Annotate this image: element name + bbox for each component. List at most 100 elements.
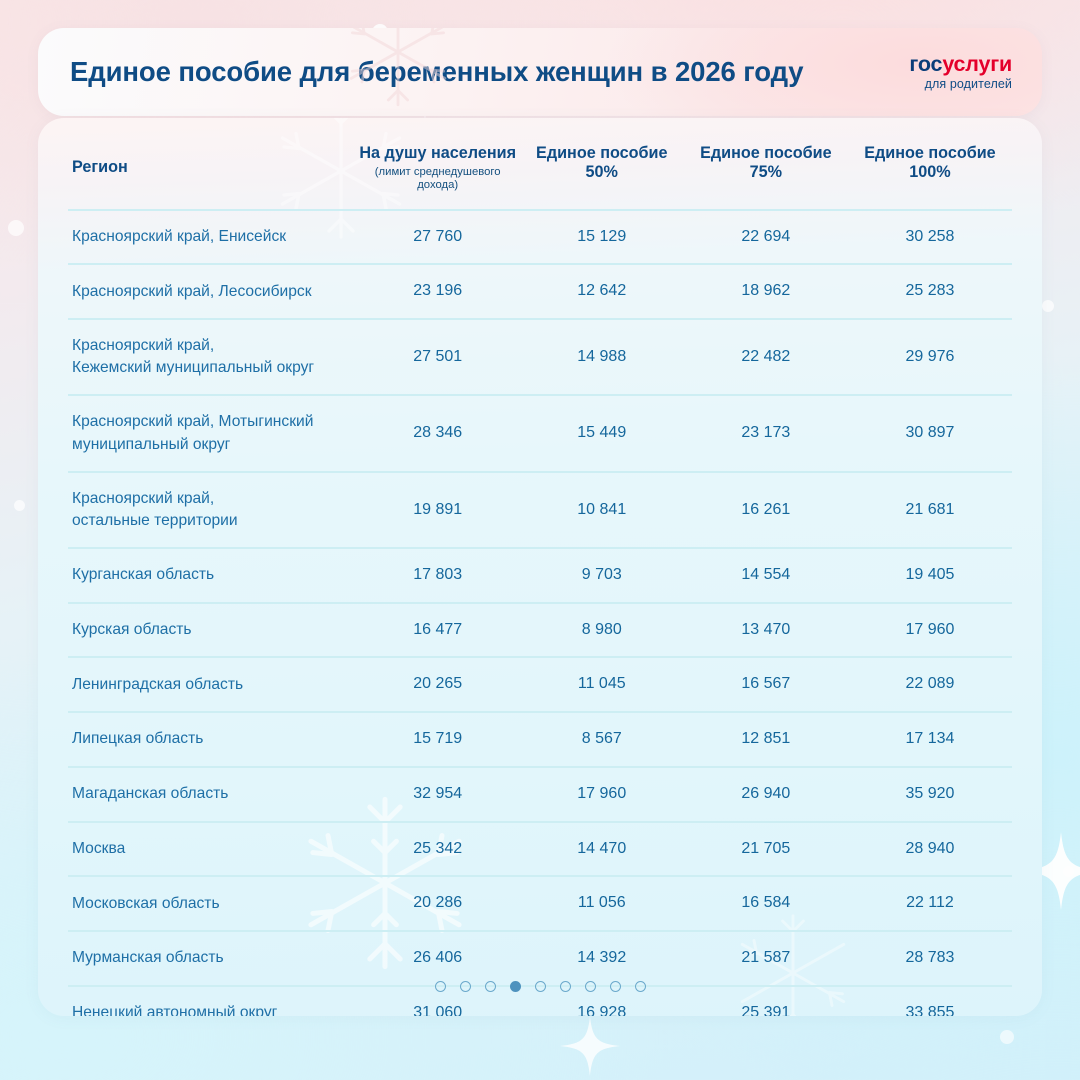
column-header-benefit-50-label: Единое пособие bbox=[536, 144, 668, 162]
cell-region: Москва bbox=[68, 820, 356, 877]
cell-income: 17 803 bbox=[355, 547, 520, 603]
table-row: Красноярский край, Лесосибирск 23 196 12 6… bbox=[68, 263, 1012, 320]
column-header-income: На душу населения (лимит среднедушевого … bbox=[356, 118, 520, 210]
cell-benefit-50: 12 642 bbox=[519, 263, 684, 320]
cell-benefit-100: 22 112 bbox=[847, 875, 1012, 932]
column-header-benefit-100: Единое пособие 100% bbox=[848, 118, 1012, 210]
cell-benefit-100: 28 783 bbox=[847, 930, 1012, 986]
cell-benefit-100: 35 920 bbox=[847, 765, 1012, 822]
cell-benefit-75: 12 851 bbox=[683, 711, 848, 767]
cell-benefit-100: 25 283 bbox=[847, 263, 1012, 320]
cell-benefit-75: 16 567 bbox=[683, 656, 848, 713]
logo-wordmark: госуслуги bbox=[909, 53, 1012, 76]
cell-income: 28 346 bbox=[355, 394, 520, 472]
cell-income: 16 477 bbox=[355, 601, 520, 658]
cell-benefit-100: 19 405 bbox=[847, 547, 1012, 603]
table-row: Липецкая область 15 719 8 567 12 851 17 134 bbox=[68, 711, 1012, 767]
snowflake-icon bbox=[338, 28, 458, 112]
table-row: Красноярский край, Енисейск 27 760 15 129 2… bbox=[68, 208, 1012, 265]
cell-benefit-75: 16 261 bbox=[683, 470, 848, 549]
pagination-dot[interactable] bbox=[484, 981, 496, 992]
cell-income: 20 265 bbox=[355, 656, 520, 713]
pagination-dot[interactable] bbox=[559, 981, 571, 992]
table-row: Московская область 20 286 11 056 16 584 22 1… bbox=[68, 875, 1012, 932]
cell-benefit-50: 11 045 bbox=[519, 656, 684, 713]
cell-income: 20 286 bbox=[355, 875, 520, 932]
pagination-dot[interactable] bbox=[459, 981, 471, 992]
pagination-dot-active[interactable] bbox=[509, 981, 521, 992]
cell-benefit-50: 8 567 bbox=[519, 711, 684, 767]
benefits-table-card: Регион На душу населения (лимит среднеду… bbox=[38, 118, 1042, 1016]
decor-dot bbox=[1063, 866, 1074, 877]
cell-income: 26 406 bbox=[355, 930, 520, 986]
logo-subtitle: для родителей bbox=[924, 76, 1012, 91]
header-card: Единое пособие для беременных женщин в 2… bbox=[38, 28, 1042, 116]
table-body: Красноярский край, Енисейск 27 760 15 129 2… bbox=[68, 208, 1012, 1016]
cell-income: 27 501 bbox=[355, 318, 520, 396]
table-row: Красноярский край, Мотыгинский муниципаль… bbox=[68, 394, 1012, 472]
cell-benefit-75: 13 470 bbox=[683, 601, 848, 658]
column-header-benefit-75-label: Единое пособие bbox=[700, 144, 832, 162]
table-row: Курская область 16 477 8 980 13 470 17 960 bbox=[68, 601, 1012, 658]
column-header-region-label: Регион bbox=[72, 157, 128, 176]
decor-dot bbox=[14, 500, 25, 511]
cell-benefit-75: 22 482 bbox=[683, 318, 848, 396]
cell-benefit-100: 21 681 bbox=[847, 470, 1012, 549]
logo-uslugi-text: услуги bbox=[942, 51, 1012, 76]
benefits-table: Регион На душу населения (лимит среднеду… bbox=[68, 118, 1012, 1016]
cell-benefit-50: 14 392 bbox=[519, 930, 684, 986]
cell-region: Красноярский край, Кежемский муниципальны… bbox=[68, 318, 356, 396]
cell-benefit-75: 21 587 bbox=[683, 930, 848, 986]
cell-benefit-100: 30 897 bbox=[847, 394, 1012, 472]
cell-benefit-75: 16 584 bbox=[683, 875, 848, 932]
cell-benefit-50: 15 129 bbox=[519, 208, 684, 265]
decor-dot bbox=[8, 220, 24, 236]
cell-benefit-100: 17 960 bbox=[847, 601, 1012, 658]
gosuslugi-logo: госуслуги для родителей bbox=[909, 53, 1012, 91]
cell-benefit-75: 26 940 bbox=[683, 765, 848, 822]
cell-benefit-100: 29 976 bbox=[847, 318, 1012, 396]
logo-gos-text: гос bbox=[909, 51, 943, 76]
cell-benefit-100: 30 258 bbox=[847, 208, 1012, 265]
cell-region: Красноярский край, Енисейск bbox=[68, 208, 356, 265]
cell-benefit-100: 28 940 bbox=[847, 820, 1012, 877]
cell-region: Московская область bbox=[68, 875, 356, 932]
cell-region: Красноярский край, остальные территории bbox=[68, 470, 356, 549]
cell-income: 23 196 bbox=[355, 263, 520, 320]
cell-region: Курганская область bbox=[68, 547, 356, 603]
column-header-region: Регион bbox=[68, 118, 356, 210]
pagination-dot[interactable] bbox=[634, 981, 646, 992]
table-row: Магаданская область 32 954 17 960 26 940 35 … bbox=[68, 765, 1012, 822]
cell-benefit-100: 33 855 bbox=[847, 984, 1012, 1016]
decor-dot bbox=[1000, 1030, 1014, 1044]
column-header-income-label: На душу населения bbox=[359, 144, 517, 162]
table-row: Курганская область 17 803 9 703 14 554 19 40… bbox=[68, 547, 1012, 603]
cell-region: Мурманская область bbox=[68, 930, 356, 986]
cell-benefit-50: 15 449 bbox=[519, 394, 684, 472]
table-header: Регион На душу населения (лимит среднеду… bbox=[68, 118, 1012, 210]
pagination[interactable] bbox=[38, 981, 1042, 992]
cell-benefit-75: 25 391 bbox=[683, 984, 848, 1016]
cell-income: 32 954 bbox=[355, 765, 520, 822]
column-header-benefit-50: Единое пособие 50% bbox=[520, 118, 684, 210]
cell-income: 25 342 bbox=[355, 820, 520, 877]
cell-region: Магаданская область bbox=[68, 765, 356, 822]
pagination-dot[interactable] bbox=[584, 981, 596, 992]
decor-dot bbox=[1042, 300, 1054, 312]
cell-benefit-50: 14 470 bbox=[519, 820, 684, 877]
column-header-benefit-75: Единое пособие 75% bbox=[684, 118, 848, 210]
cell-benefit-75: 14 554 bbox=[683, 547, 848, 603]
pagination-dot[interactable] bbox=[534, 981, 546, 992]
cell-benefit-75: 21 705 bbox=[683, 820, 848, 877]
table-row: Красноярский край, остальные территории 19… bbox=[68, 470, 1012, 549]
cell-benefit-50: 10 841 bbox=[519, 470, 684, 549]
pagination-dot[interactable] bbox=[609, 981, 621, 992]
cell-income: 15 719 bbox=[355, 711, 520, 767]
cell-income: 19 891 bbox=[355, 470, 520, 549]
cell-region: Липецкая область bbox=[68, 711, 356, 767]
cell-benefit-50: 9 703 bbox=[519, 547, 684, 603]
table-header-row: Регион На душу населения (лимит среднеду… bbox=[68, 118, 1012, 210]
cell-region: Ненецкий автономный округ bbox=[68, 984, 356, 1016]
cell-benefit-100: 17 134 bbox=[847, 711, 1012, 767]
pagination-dot[interactable] bbox=[434, 981, 446, 992]
